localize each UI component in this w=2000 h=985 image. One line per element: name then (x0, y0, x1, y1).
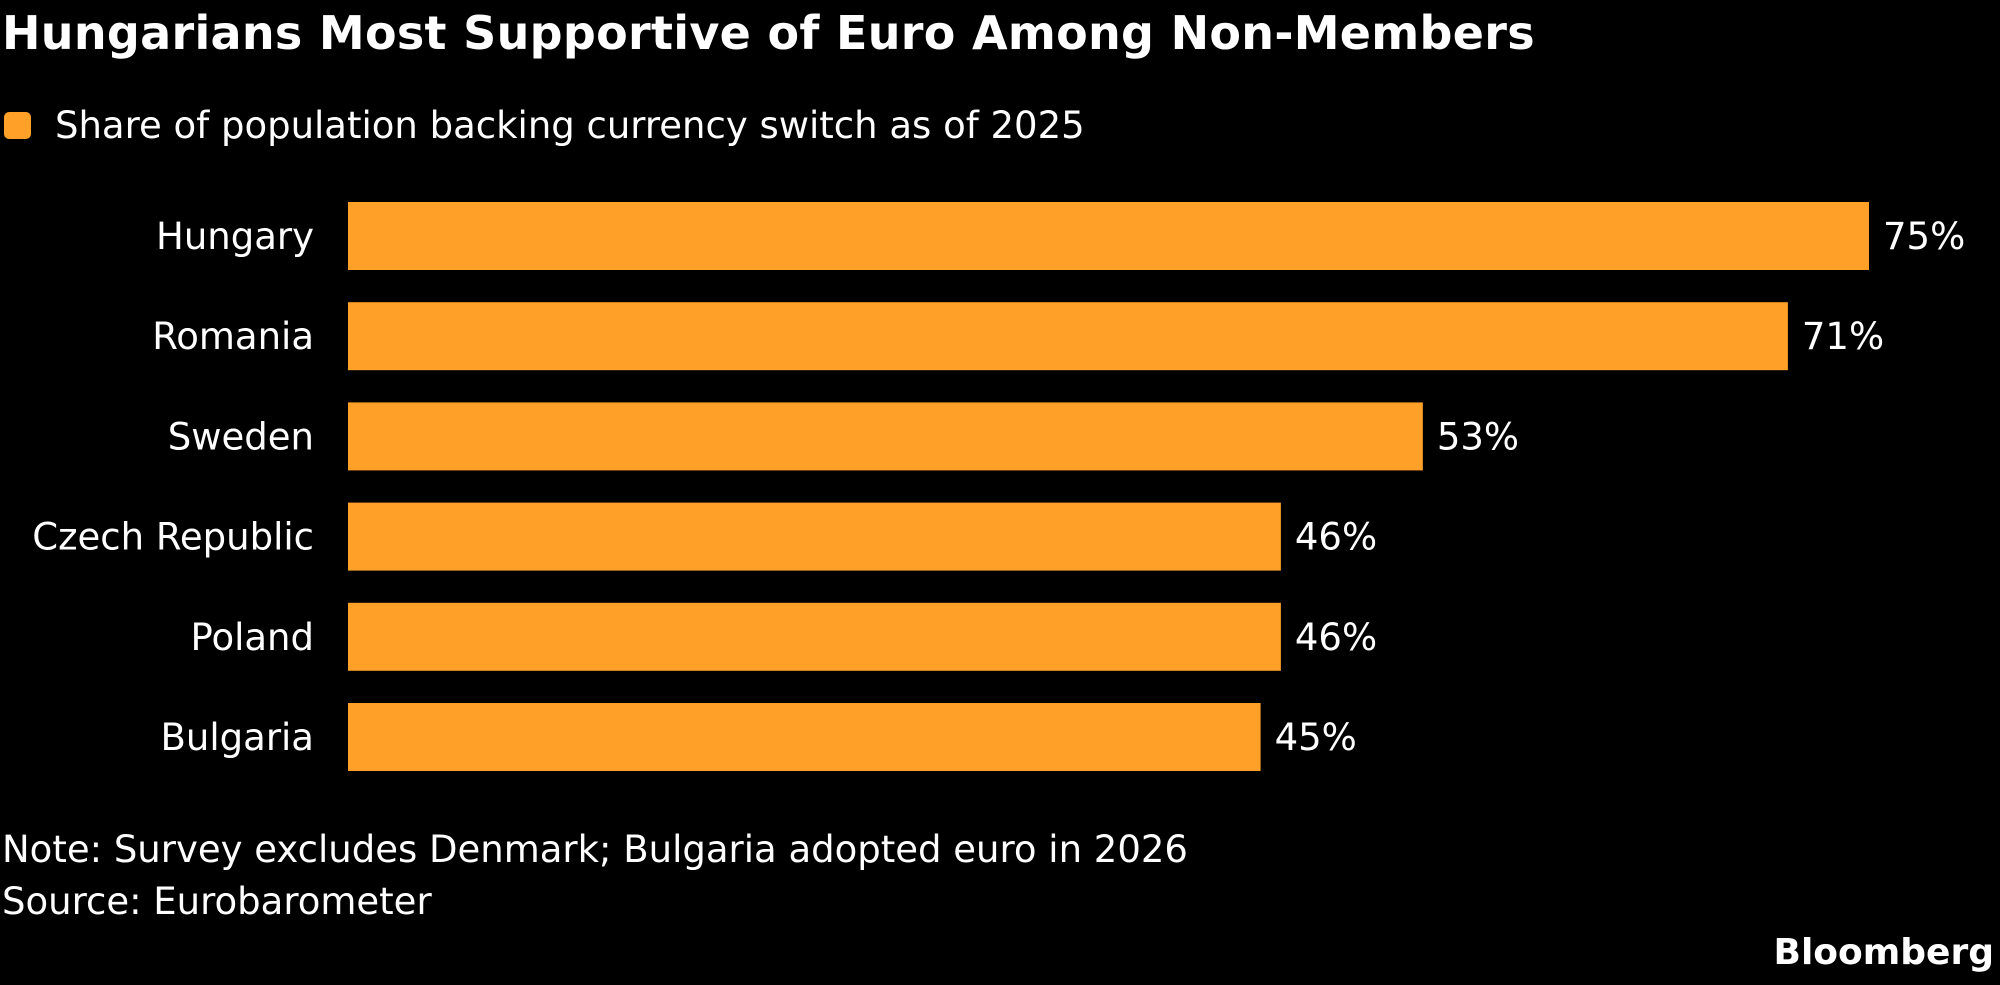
bar-czech-republic (348, 502, 1281, 571)
value-label-hungary: 75% (1883, 215, 1965, 258)
legend: Share of population backing currency swi… (4, 104, 1085, 147)
footnote: Note: Survey excludes Denmark; Bulgaria … (2, 828, 1188, 871)
bar-hungary (348, 202, 1869, 270)
legend-label: Share of population backing currency swi… (55, 104, 1085, 147)
category-label-sweden: Sweden (168, 415, 314, 458)
category-label-czech-republic: Czech Republic (32, 516, 314, 559)
category-label-romania: Romania (152, 315, 314, 358)
value-label-bulgaria: 45% (1275, 716, 1357, 759)
bar-sweden (348, 402, 1423, 471)
bar-romania (348, 302, 1788, 371)
value-label-sweden: 53% (1437, 415, 1519, 458)
legend-swatch (4, 112, 31, 139)
chart-title: Hungarians Most Supportive of Euro Among… (2, 6, 1535, 60)
bar-bulgaria (348, 703, 1261, 771)
value-label-romania: 71% (1802, 315, 1884, 358)
value-label-czech-republic: 46% (1295, 516, 1377, 559)
value-label-poland: 46% (1295, 616, 1377, 659)
category-label-bulgaria: Bulgaria (161, 716, 314, 759)
category-label-poland: Poland (190, 616, 314, 659)
bar-poland (348, 602, 1281, 671)
category-label-hungary: Hungary (156, 215, 314, 258)
bloomberg-logo: Bloomberg (1773, 932, 1994, 973)
source-note: Source: Eurobarometer (2, 880, 432, 923)
